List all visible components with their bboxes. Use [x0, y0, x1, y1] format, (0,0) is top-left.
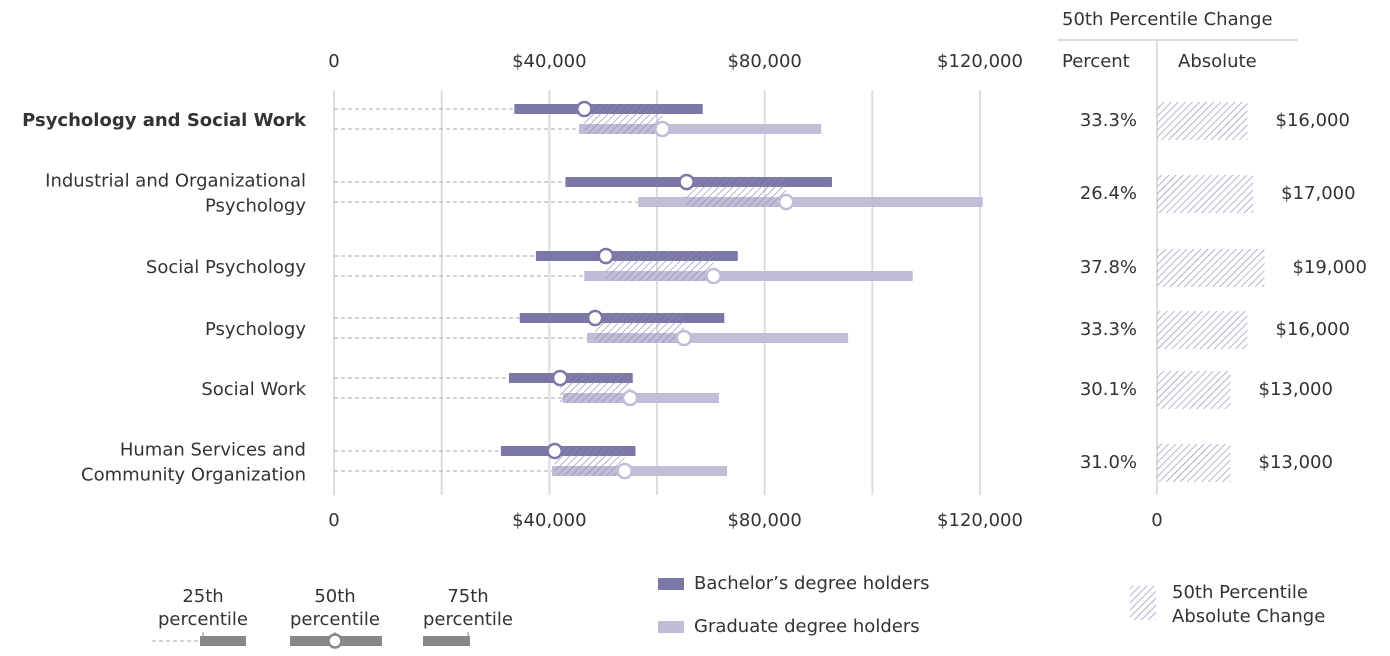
absolute-label: $16,000	[1276, 319, 1350, 340]
absolute-bar	[1157, 102, 1248, 140]
median-dot	[546, 442, 563, 460]
category-label: Psychology	[205, 196, 306, 217]
key-label: percentile	[158, 609, 248, 630]
key-label: percentile	[290, 609, 380, 630]
range-bar	[562, 393, 719, 403]
median-dot	[597, 247, 615, 265]
range-bar	[584, 271, 913, 281]
category-label: Psychology	[205, 319, 306, 340]
median-dot	[621, 389, 639, 407]
median-dot	[586, 309, 604, 327]
percent-change: 33.3%	[1080, 110, 1137, 131]
x-tick-label-bottom: $120,000	[937, 510, 1023, 531]
absolute-label: $16,000	[1276, 110, 1350, 131]
legend-swatch	[658, 621, 684, 633]
absolute-label: $17,000	[1281, 183, 1355, 204]
absolute-bar	[1157, 444, 1231, 482]
median-dot	[551, 369, 569, 387]
absolute-bar	[1157, 249, 1265, 287]
absolute-header: Absolute	[1178, 51, 1257, 72]
percent-change: 30.1%	[1080, 379, 1137, 400]
median-change	[554, 446, 625, 476]
key-label: 25th	[182, 586, 223, 607]
absolute-label: $13,000	[1259, 379, 1333, 400]
x-tick-label-top: $120,000	[937, 51, 1023, 72]
percent-change: 26.4%	[1080, 183, 1137, 204]
key-dot	[327, 633, 343, 649]
median-dot	[675, 329, 693, 347]
median-dot	[777, 193, 795, 211]
legend-label: 50th Percentile	[1172, 582, 1308, 603]
category-label: Psychology and Social Work	[22, 110, 307, 131]
median-dot	[616, 462, 633, 480]
median-dot	[705, 267, 722, 285]
median-change	[605, 251, 714, 281]
key-label: percentile	[423, 609, 513, 630]
key-label: 75th	[447, 586, 488, 607]
absolute-tick-label: 0	[1151, 510, 1162, 531]
legend-label: Graduate degree holders	[694, 616, 920, 637]
x-tick-label-bottom: $80,000	[727, 510, 801, 531]
x-tick-label-top: $40,000	[512, 51, 586, 72]
key-bar	[423, 636, 470, 646]
x-tick-label-top: $80,000	[727, 51, 801, 72]
percent-change: 31.0%	[1080, 452, 1137, 473]
x-tick-label-top: 0	[328, 51, 339, 72]
range-bar	[578, 124, 822, 134]
absolute-label: $19,000	[1292, 257, 1366, 278]
category-label: Industrial and Organizational	[45, 171, 306, 192]
category-label: Social Psychology	[146, 257, 306, 278]
change-header: 50th Percentile Change	[1062, 9, 1273, 30]
category-label: Community Organization	[81, 465, 306, 486]
median-change	[560, 373, 631, 403]
percent-change: 37.8%	[1080, 257, 1137, 278]
legend-swatch	[658, 578, 684, 590]
legend-hatch	[1130, 586, 1156, 620]
absolute-bar	[1157, 175, 1254, 213]
category-label: Social Work	[201, 379, 306, 400]
median-change	[595, 313, 684, 343]
key-bar	[200, 636, 246, 646]
category-label: Human Services and	[120, 440, 306, 461]
percent-header: Percent	[1062, 51, 1130, 72]
absolute-label: $13,000	[1259, 452, 1333, 473]
median-dot	[576, 100, 593, 118]
absolute-bar	[1157, 311, 1248, 349]
median-change	[686, 177, 787, 207]
legend-label: Bachelor’s degree holders	[694, 573, 930, 594]
median-change	[584, 104, 663, 134]
median-dot	[678, 173, 695, 191]
range-bar	[638, 197, 983, 207]
legend-label: Absolute Change	[1172, 606, 1325, 627]
key-label: 50th	[314, 586, 355, 607]
range-bar	[587, 333, 849, 343]
median-dot	[654, 120, 671, 138]
x-tick-label-bottom: 0	[328, 510, 339, 531]
x-tick-label-bottom: $40,000	[512, 510, 586, 531]
range-bar	[552, 466, 727, 476]
absolute-bar	[1157, 371, 1231, 409]
percent-change: 33.3%	[1080, 319, 1137, 340]
